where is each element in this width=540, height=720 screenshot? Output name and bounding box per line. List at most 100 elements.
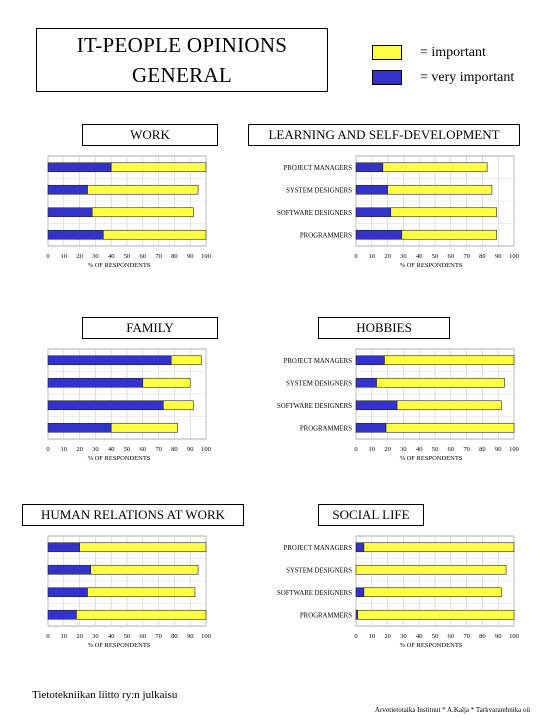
tick-label: 70 (155, 446, 162, 453)
tick-label: 0 (46, 633, 49, 640)
main-title-line1: IT-PEOPLE OPINIONS (76, 33, 288, 57)
tick-label: 10 (369, 253, 376, 260)
tick-label: 10 (369, 446, 376, 453)
tick-label: 0 (354, 446, 357, 453)
tick-label: 70 (463, 633, 470, 640)
tick-label: 60 (140, 633, 147, 640)
bar-software-designers-very-important (355, 400, 398, 411)
bar-software-designers-important (91, 207, 194, 218)
x-axis-label: % OF RESPONDENTS (400, 455, 463, 462)
tick-label: 70 (155, 633, 162, 640)
tick-label: 50 (432, 253, 439, 260)
bar-system-designers-very-important (47, 184, 88, 195)
tick-label: 20 (76, 253, 83, 260)
x-axis-label: % OF RESPONDENTS (88, 455, 151, 462)
tick-label: 40 (108, 633, 115, 640)
panel-title-human-relations: HUMAN RELATIONS AT WORK (22, 504, 244, 526)
tick-label: 40 (416, 253, 423, 260)
bar-programmers-important (103, 229, 207, 240)
bar-programmers-very-important (355, 229, 403, 240)
panel-title-family: FAMILY (82, 317, 218, 339)
tick-label: 30 (92, 253, 99, 260)
tick-label: 60 (448, 633, 455, 640)
bar-programmers-very-important (47, 229, 104, 240)
tick-label: 10 (369, 633, 376, 640)
bar-software-designers-very-important (47, 400, 164, 411)
tick-label: 40 (108, 253, 115, 260)
legend-item-very-important: = very important (372, 65, 514, 90)
bar-programmers-important (385, 422, 515, 433)
bar-system-designers-important (87, 184, 199, 195)
bar-programmers-very-important (47, 422, 112, 433)
bar-software-designers-important (163, 400, 194, 411)
tick-label: 0 (354, 633, 357, 640)
legend-swatch-important (372, 45, 402, 60)
tick-label: 10 (61, 633, 68, 640)
tick-label: 70 (155, 253, 162, 260)
tick-label: 60 (140, 446, 147, 453)
chart-hobbies: PROJECT MANAGERS SYSTEM DESIGNERS SOFTWARE… (277, 348, 519, 462)
panel-title-work: WORK (82, 124, 218, 146)
bar-system-designers-important (90, 564, 199, 575)
tick-label: 100 (201, 633, 211, 640)
bar-project-managers-important (382, 162, 488, 173)
bar-programmers-important (110, 422, 178, 433)
tick-label: 50 (124, 253, 131, 260)
category-label-programmers: PROGRAMMERS (300, 612, 352, 619)
bar-project-managers-very-important (47, 542, 80, 553)
footer-publisher: Tietotekniikan liitto ry:n julkaisu (32, 689, 178, 701)
tick-label: 60 (448, 253, 455, 260)
tick-label: 30 (400, 633, 407, 640)
bar-system-designers-important (387, 184, 493, 195)
tick-label: 70 (463, 446, 470, 453)
tick-label: 90 (495, 446, 502, 453)
tick-label: 80 (171, 446, 178, 453)
category-label-project-managers: PROJECT MANAGERS (284, 358, 353, 365)
tick-label: 20 (76, 633, 83, 640)
bar-project-managers-very-important (355, 542, 365, 553)
chart-family: 0 10 20 30 40 50 60 70 80 90 100 % OF RESPONDENTS (46, 348, 211, 462)
bar-project-managers-very-important (47, 162, 112, 173)
tick-label: 80 (171, 253, 178, 260)
x-axis-label: % OF RESPONDENTS (88, 642, 151, 649)
tick-label: 10 (61, 253, 68, 260)
tick-label: 40 (108, 446, 115, 453)
legend: = important = very important (372, 40, 514, 90)
bar-programmers-important (76, 609, 207, 620)
tick-label: 30 (400, 253, 407, 260)
bar-software-designers-very-important (47, 207, 93, 218)
bar-project-managers-important (79, 542, 207, 553)
category-label-programmers: PROGRAMMERS (300, 425, 352, 432)
bar-project-managers-very-important (355, 162, 384, 173)
category-label-software-designers: SOFTWARE DESIGNERS (277, 403, 352, 410)
chart-social-life: PROJECT MANAGERS SYSTEM DESIGNERS SOFTWARE… (277, 535, 519, 649)
tick-label: 50 (124, 633, 131, 640)
tick-label: 80 (479, 633, 486, 640)
tick-label: 70 (463, 253, 470, 260)
bar-software-designers-important (363, 587, 502, 598)
tick-label: 60 (140, 253, 147, 260)
footer-credits: Arvotietotaika Instituut * A.Kalja * Tar… (374, 706, 530, 714)
category-label-system-designers: SYSTEM DESIGNERS (286, 567, 352, 574)
bar-system-designers-important (376, 377, 505, 388)
bar-software-designers-very-important (47, 587, 88, 598)
category-label-software-designers: SOFTWARE DESIGNERS (277, 590, 352, 597)
category-label-system-designers: SYSTEM DESIGNERS (286, 187, 352, 194)
chart-human-relations: 0 10 20 30 40 50 60 70 80 90 100 % OF RESPONDENTS (46, 535, 211, 649)
tick-label: 50 (124, 446, 131, 453)
tick-label: 30 (92, 633, 99, 640)
main-title-box: IT-PEOPLE OPINIONS GENERAL (36, 28, 328, 92)
bar-programmers-very-important (47, 609, 77, 620)
bar-programmers-important (357, 609, 515, 620)
bar-programmers-very-important (355, 422, 387, 433)
bar-software-designers-important (390, 207, 497, 218)
x-axis-label: % OF RESPONDENTS (400, 642, 463, 649)
tick-label: 30 (400, 446, 407, 453)
tick-label: 100 (509, 633, 519, 640)
tick-label: 30 (92, 446, 99, 453)
bar-software-designers-important (87, 587, 196, 598)
bar-project-managers-important (170, 355, 202, 366)
bar-system-designers-important (142, 377, 191, 388)
bar-programmers-important (401, 229, 497, 240)
main-title-line2: GENERAL (131, 63, 233, 87)
